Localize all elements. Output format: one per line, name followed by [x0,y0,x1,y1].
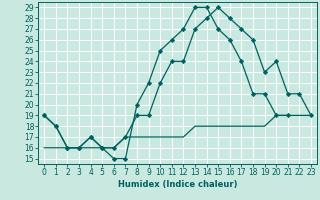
X-axis label: Humidex (Indice chaleur): Humidex (Indice chaleur) [118,180,237,189]
